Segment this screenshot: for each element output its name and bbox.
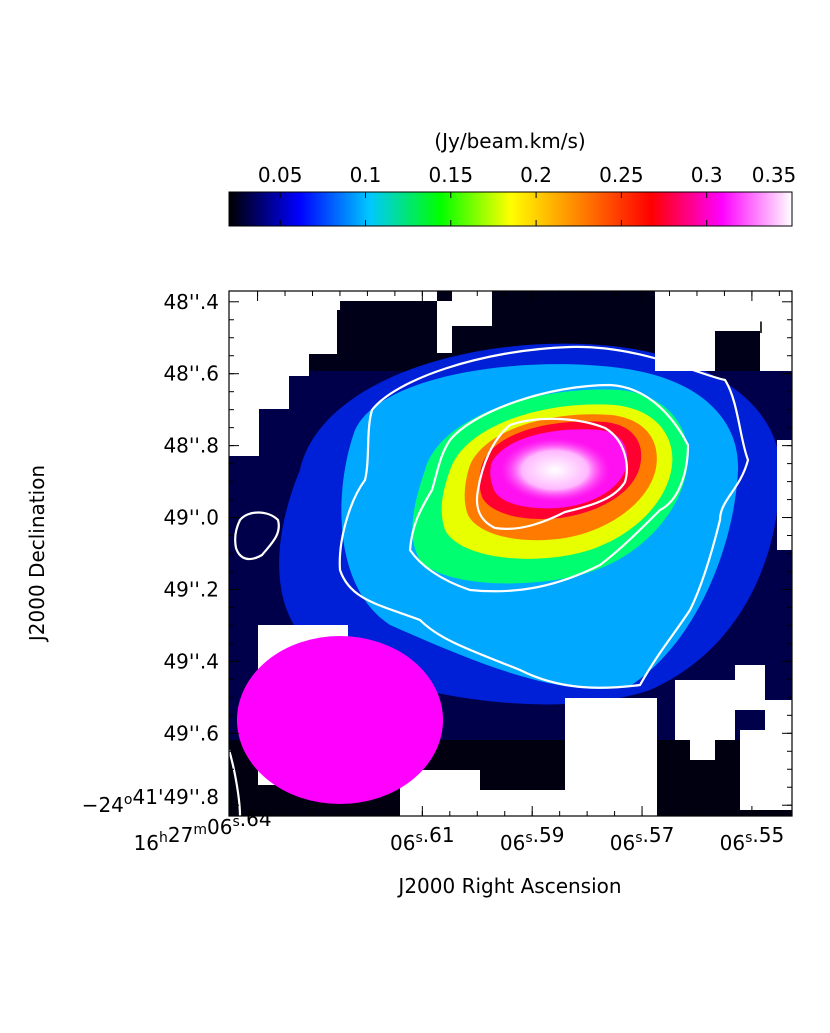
- colorbar-title: (Jy/beam.km/s): [434, 129, 585, 153]
- x-tick-label: 16h27m06s.64: [134, 807, 272, 855]
- y-axis-tick-labels: 48''.4 48''.6 48''.8 49''.0 49''.2 49''.4 49''…: [82, 290, 219, 817]
- x-axis-ticks: [257, 291, 780, 816]
- y-axis-ticks: [229, 301, 792, 806]
- y-tick-label: −24o41'49''.8: [82, 785, 219, 817]
- contour-inner: [475, 417, 628, 530]
- beam-ellipse: [237, 636, 443, 804]
- y-tick-label: 48''.6: [163, 362, 219, 386]
- y-tick-label: 49''.6: [163, 721, 219, 745]
- x-axis-label: J2000 Right Ascension: [396, 874, 621, 898]
- contour-small-left: [234, 511, 280, 561]
- contour-outer: [338, 345, 750, 689]
- emission-peak: [500, 438, 610, 502]
- y-tick-label: 48''.4: [163, 290, 219, 314]
- contour-middle: [408, 383, 690, 593]
- y-axis-label: J2000 Declination: [25, 465, 49, 643]
- map-image: [229, 291, 792, 816]
- y-tick-label: 48''.8: [163, 434, 219, 458]
- colorbar-tick-label: 0.3: [691, 163, 723, 187]
- x-tick-label: 06s.61: [390, 823, 455, 855]
- colorbar-tick-label: 0.2: [520, 163, 552, 187]
- contour-edge-bottom-left: [229, 749, 242, 816]
- y-tick-label: 49''.0: [163, 506, 219, 530]
- colorbar-ticks: [279, 192, 793, 226]
- contours: [229, 345, 750, 816]
- x-axis-tick-labels: 16h27m06s.64 06s.61 06s.59 06s.57 06s.55: [134, 807, 785, 855]
- x-tick-label: 06s.55: [720, 823, 785, 855]
- colorbar-tick-label: 0.05: [258, 163, 303, 187]
- colorbar: [228, 191, 793, 227]
- colorbar-tick-label: 0.15: [429, 163, 474, 187]
- y-tick-label: 49''.2: [163, 577, 219, 601]
- colorbar-tick-label: 0.1: [350, 163, 382, 187]
- colorbar-tick-labels: 0.05 0.1 0.15 0.2 0.25 0.3 0.35: [258, 163, 796, 187]
- y-tick-label: 49''.4: [163, 649, 219, 673]
- x-tick-label: 06s.57: [610, 823, 675, 855]
- colorbar-tick-label: 0.25: [599, 163, 644, 187]
- colorbar-tick-label: 0.35: [752, 163, 797, 187]
- x-tick-label: 06s.59: [500, 823, 565, 855]
- bar-marker: I: [759, 318, 764, 337]
